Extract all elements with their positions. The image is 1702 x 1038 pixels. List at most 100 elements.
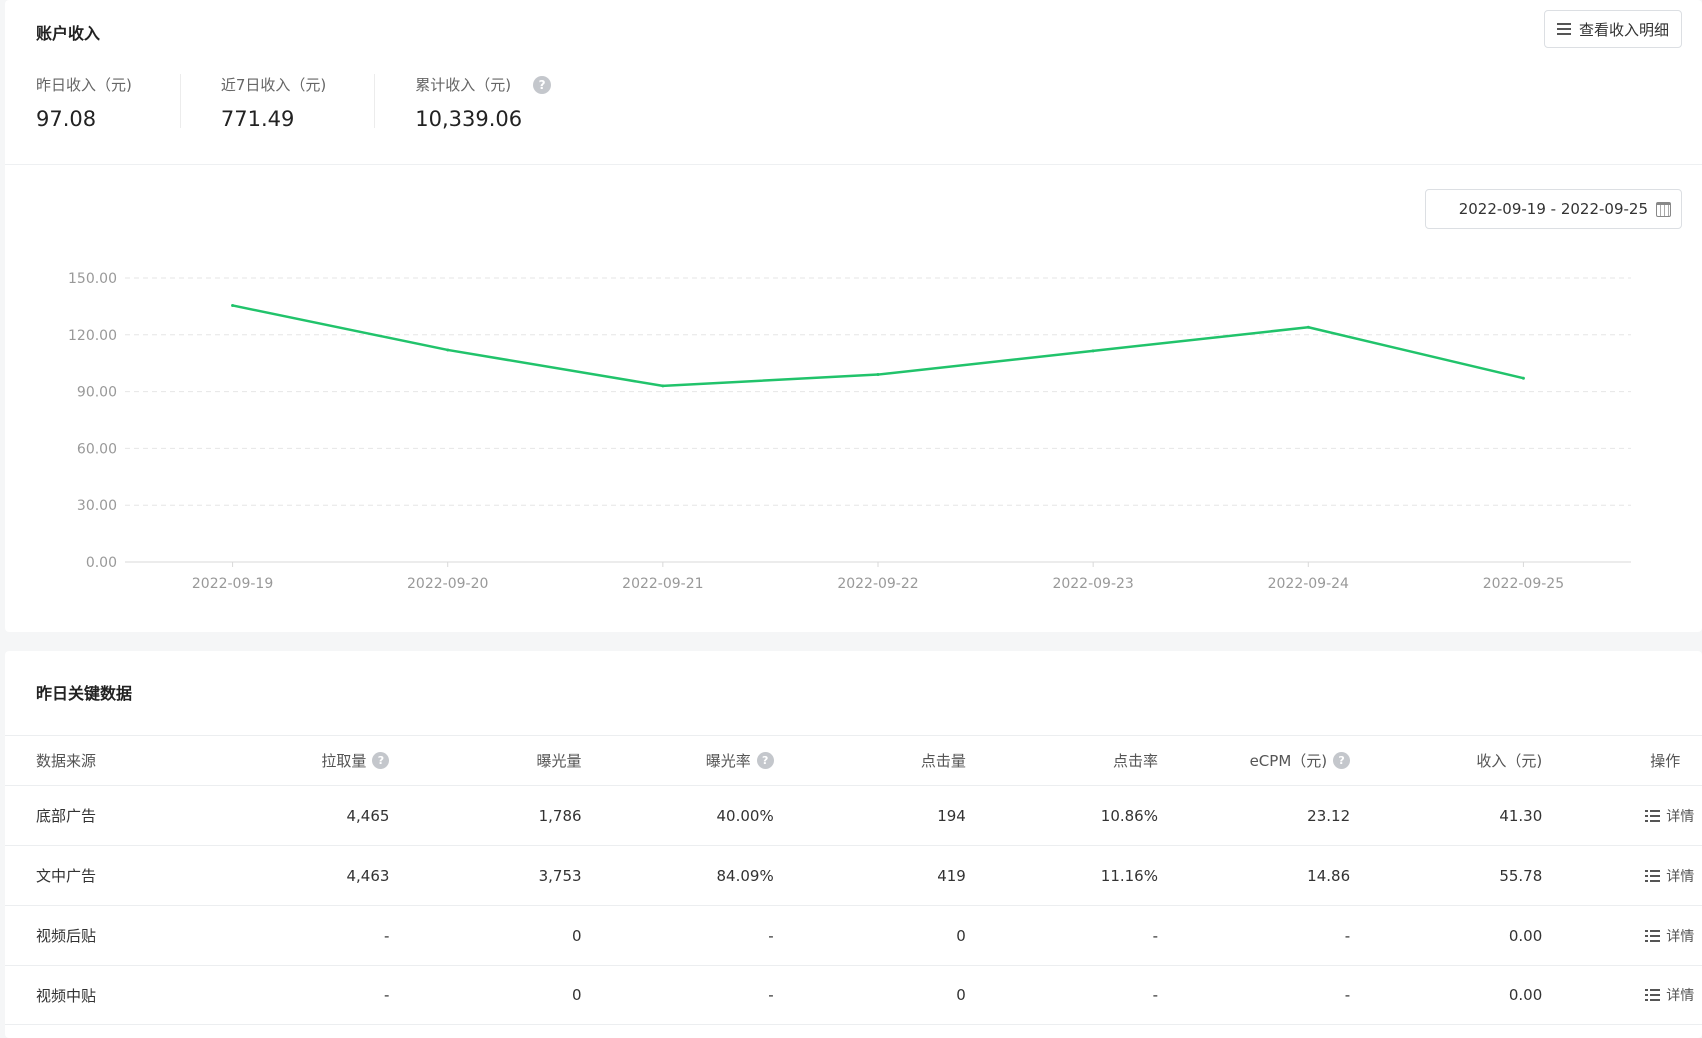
cell-income: 0.00: [1508, 986, 1543, 1004]
list-icon: [1645, 869, 1661, 882]
cell-ctr: -: [1152, 926, 1158, 945]
data-point: [231, 303, 235, 307]
divider: [5, 164, 1702, 165]
cell-exposure: 0: [572, 986, 582, 1004]
help-icon[interactable]: ?: [1333, 752, 1351, 769]
cell-op: 详情: [1542, 926, 1702, 946]
x-tick-label: 2022-09-24: [1268, 576, 1349, 592]
cell-exposure-rate: -: [768, 926, 774, 945]
data-point: [1091, 349, 1095, 353]
list-icon: [1645, 929, 1661, 942]
table-row: 底部广告 4,465 1,786 40.00% 194 10.86% 23.12…: [5, 785, 1702, 845]
stat-7days-value: 771.49: [220, 107, 295, 131]
cell-pull: -: [384, 986, 390, 1004]
col-header-exposure: 曝光量: [536, 752, 582, 770]
cell-source: 视频中贴: [36, 986, 97, 1005]
cell-source: 视频后贴: [36, 927, 97, 945]
data-point: [446, 348, 450, 352]
stat-yesterday-label: 昨日收入（元): [36, 76, 132, 94]
detail-link[interactable]: 详情: [1645, 985, 1694, 1005]
view-income-detail-label: 查看收入明细: [1578, 20, 1669, 39]
col-header-clicks: 点击量: [920, 752, 966, 770]
table-header: 数据来源 拉取量? 曝光量 曝光率? 点击量 点击率 eCPM（元)? 收入（元…: [5, 735, 1702, 785]
date-range-text: 2022-09-19 - 2022-09-25: [1458, 200, 1648, 218]
cell-clicks: 419: [937, 866, 966, 885]
x-tick-label: 2022-09-21: [622, 576, 703, 592]
yesterday-key-data-card: 昨日关键数据 数据来源 拉取量? 曝光量 曝光率? 点击量 点击率 eCPM（元…: [5, 651, 1702, 1038]
col-header-exposure-rate: 曝光率?: [582, 750, 774, 771]
cell-exposure: 0: [572, 926, 582, 945]
col-header-income: 收入（元): [1476, 752, 1543, 770]
key-data-table: 数据来源 拉取量? 曝光量 曝光率? 点击量 点击率 eCPM（元)? 收入（元…: [5, 735, 1702, 1025]
cell-pull: -: [384, 926, 390, 945]
stat-7days-label: 近7日收入（元): [220, 76, 327, 94]
detail-link[interactable]: 详情: [1645, 806, 1694, 826]
cell-income: 41.30: [1499, 806, 1543, 825]
stat-yesterday: 昨日收入（元) 97.08: [36, 74, 181, 131]
income-title: 账户收入: [36, 24, 101, 43]
stat-total-value: 10,339.06: [415, 107, 523, 131]
y-tick-label: 0.00: [86, 555, 117, 571]
income-stats: 昨日收入（元) 97.08 近7日收入（元) 771.49 累计收入（元) ? …: [36, 74, 639, 131]
help-icon[interactable]: ?: [756, 752, 774, 769]
detail-link[interactable]: 详情: [1645, 866, 1694, 886]
col-header-ecpm: eCPM（元)?: [1158, 750, 1351, 771]
cell-op: 详情: [1542, 866, 1702, 886]
detail-link[interactable]: 详情: [1645, 926, 1694, 946]
col-header-source: 数据来源: [36, 752, 97, 770]
x-tick-label: 2022-09-22: [837, 576, 918, 592]
x-tick-label: 2022-09-20: [407, 576, 488, 592]
y-tick-label: 30.00: [77, 498, 117, 514]
y-tick-label: 90.00: [77, 385, 117, 401]
col-header-pull: 拉取量?: [197, 750, 390, 771]
stat-7days: 近7日收入（元) 771.49: [220, 74, 376, 131]
yesterday-title: 昨日关键数据: [36, 684, 133, 703]
table-row: 文中广告 4,463 3,753 84.09% 419 11.16% 14.86…: [5, 845, 1702, 905]
cell-exposure-rate: 84.09%: [716, 866, 774, 885]
detail-link-label: 详情: [1666, 868, 1695, 885]
cell-op: 详情: [1542, 806, 1702, 826]
cell-ecpm: 14.86: [1307, 866, 1351, 885]
list-icon: [1645, 809, 1661, 822]
stat-total: 累计收入（元) ? 10,339.06: [415, 74, 599, 131]
stat-total-label: 累计收入（元): [415, 76, 512, 94]
cell-exposure-rate: -: [768, 986, 774, 1004]
cell-ecpm: -: [1344, 926, 1351, 945]
calendar-icon: [1656, 201, 1671, 217]
help-icon[interactable]: ?: [533, 75, 552, 94]
cell-exposure: 3,753: [538, 866, 582, 885]
income-line-chart: 0.00 30.00 60.00 90.00 120.00 150.00 2022-09-1…: [68, 271, 1631, 592]
detail-link-label: 详情: [1666, 808, 1695, 825]
cell-clicks: 0: [956, 926, 966, 945]
data-point: [661, 384, 665, 388]
data-point: [1521, 376, 1525, 380]
date-range-picker[interactable]: 2022-09-19 - 2022-09-25: [1425, 189, 1682, 229]
col-header-op: 操作: [1650, 752, 1681, 770]
view-income-detail-button[interactable]: 查看收入明细: [1543, 10, 1682, 48]
col-header-exposure-rate-label: 曝光率: [705, 752, 751, 770]
detail-link-label: 详情: [1666, 988, 1695, 1004]
col-header-ctr: 点击率: [1112, 752, 1158, 770]
y-tick-label: 60.00: [77, 441, 117, 457]
cell-exposure-rate: 40.00%: [716, 806, 774, 825]
cell-ecpm: 23.12: [1307, 806, 1351, 825]
cell-pull: 4,463: [346, 866, 390, 885]
cell-exposure: 1,786: [538, 806, 582, 825]
y-tick-label: 150.00: [68, 271, 117, 287]
table-row: 视频中贴 - 0 - 0 - - 0.00 详情: [5, 965, 1702, 1025]
cell-op: 详情: [1542, 985, 1702, 1005]
detail-link-label: 详情: [1666, 928, 1695, 945]
cell-pull: 4,465: [346, 806, 390, 825]
cell-source: 底部广告: [36, 807, 97, 825]
help-icon[interactable]: ?: [372, 752, 390, 769]
col-header-pull-label: 拉取量: [321, 752, 367, 770]
cell-clicks: 194: [937, 806, 966, 825]
cell-ctr: 10.86%: [1100, 806, 1158, 825]
data-point: [1306, 325, 1310, 329]
x-tick-label: 2022-09-23: [1052, 576, 1133, 592]
cell-income: 0.00: [1508, 926, 1543, 945]
list-icon: [1645, 989, 1661, 1001]
y-tick-label: 120.00: [68, 328, 117, 344]
data-point: [876, 373, 880, 377]
cell-clicks: 0: [956, 986, 966, 1004]
